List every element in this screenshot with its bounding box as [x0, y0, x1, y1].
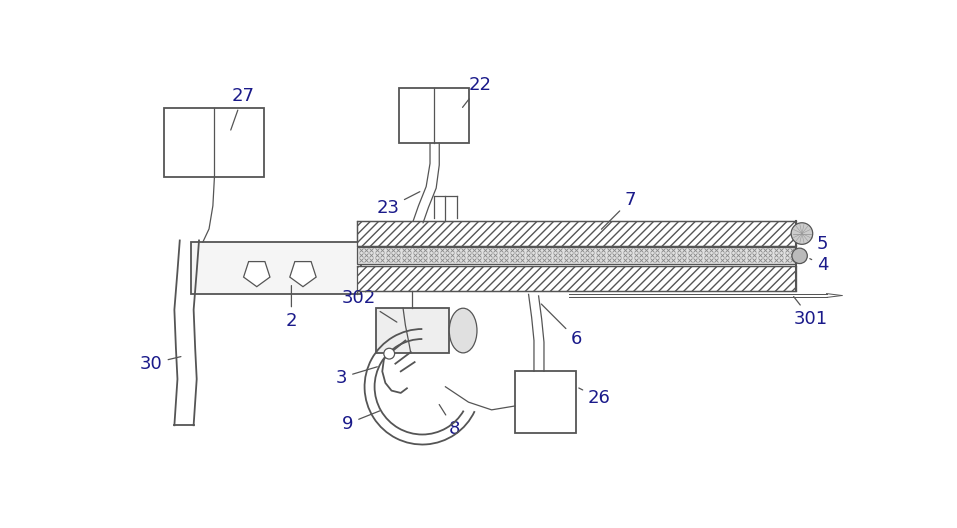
- Polygon shape: [244, 261, 270, 287]
- Bar: [399, 88, 469, 144]
- Polygon shape: [290, 261, 316, 287]
- Text: 23: 23: [376, 192, 420, 217]
- Bar: [376, 308, 449, 353]
- Circle shape: [792, 248, 808, 263]
- Bar: [357, 248, 796, 265]
- Text: 27: 27: [231, 87, 255, 130]
- Bar: [191, 242, 361, 295]
- Text: 22: 22: [462, 76, 492, 107]
- Bar: [357, 266, 796, 290]
- Text: 6: 6: [542, 304, 582, 348]
- Text: 8: 8: [439, 404, 460, 438]
- Text: 7: 7: [601, 192, 636, 229]
- Text: 9: 9: [342, 411, 380, 433]
- Bar: [165, 108, 264, 177]
- Circle shape: [384, 348, 394, 359]
- Text: 302: 302: [342, 289, 397, 322]
- Text: 26: 26: [579, 388, 611, 407]
- Text: 2: 2: [286, 286, 298, 331]
- Text: 4: 4: [810, 256, 829, 274]
- Text: 3: 3: [336, 367, 377, 386]
- Text: 301: 301: [793, 297, 828, 328]
- Bar: [357, 221, 796, 246]
- Circle shape: [791, 223, 812, 244]
- Ellipse shape: [449, 308, 477, 353]
- Text: 5: 5: [808, 235, 829, 253]
- Text: 30: 30: [140, 355, 181, 373]
- Bar: [515, 371, 576, 433]
